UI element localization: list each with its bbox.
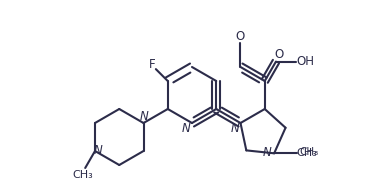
Text: N: N [231,122,240,136]
Text: CH₃: CH₃ [73,170,94,180]
Text: OH: OH [297,55,315,68]
Text: CH₃: CH₃ [299,147,318,157]
Text: N: N [140,111,149,123]
Text: O: O [274,48,284,61]
Text: N: N [263,146,272,159]
Text: CH₃: CH₃ [296,148,317,158]
Text: F: F [149,58,155,71]
Text: N: N [182,122,190,135]
Text: O: O [236,30,245,43]
Text: N: N [94,143,102,156]
